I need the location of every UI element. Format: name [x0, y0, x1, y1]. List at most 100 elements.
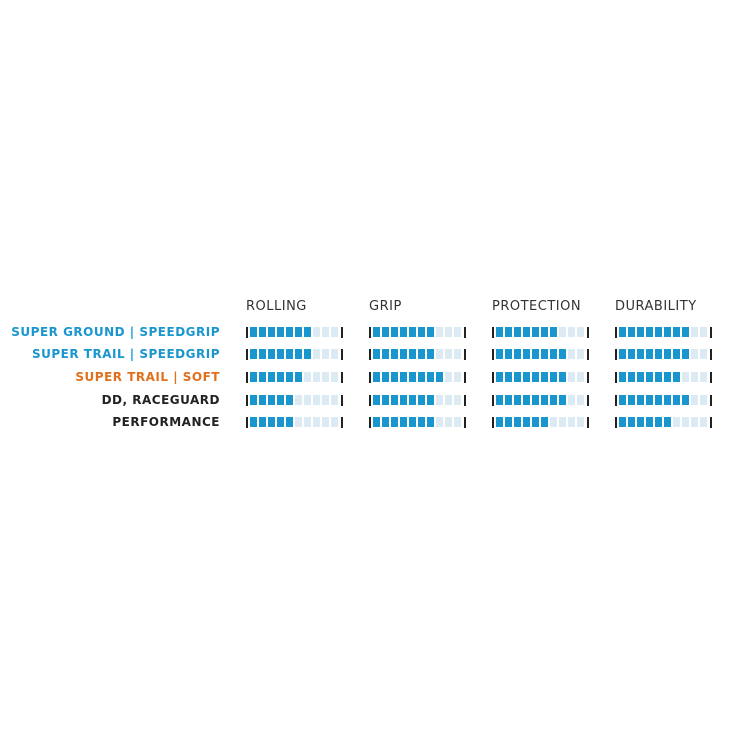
- rating-bar: [369, 394, 466, 406]
- filled-segment: [505, 349, 512, 359]
- empty-segment: [700, 349, 707, 359]
- filled-segment: [373, 349, 380, 359]
- rating-bar: [615, 348, 712, 360]
- bar-end-tick: [464, 416, 466, 428]
- empty-segment: [691, 349, 698, 359]
- empty-segment: [454, 349, 461, 359]
- filled-segment: [259, 395, 266, 405]
- filled-segment: [514, 349, 521, 359]
- filled-segment: [514, 372, 521, 382]
- filled-segment: [664, 327, 671, 337]
- bar-start-tick: [492, 394, 494, 406]
- rating-bar: [246, 394, 343, 406]
- filled-segment: [418, 417, 425, 427]
- bar-end-tick: [710, 348, 712, 360]
- filled-segment: [532, 372, 539, 382]
- filled-segment: [250, 372, 257, 382]
- filled-segment: [400, 327, 407, 337]
- bar-end-tick: [710, 326, 712, 338]
- filled-segment: [628, 417, 635, 427]
- empty-segment: [691, 327, 698, 337]
- empty-segment: [454, 395, 461, 405]
- bar-end-tick: [464, 326, 466, 338]
- filled-segment: [541, 349, 548, 359]
- filled-segment: [523, 349, 530, 359]
- filled-segment: [496, 327, 503, 337]
- filled-segment: [391, 349, 398, 359]
- empty-segment: [322, 417, 329, 427]
- filled-segment: [382, 417, 389, 427]
- bar-end-tick: [341, 326, 343, 338]
- filled-segment: [250, 395, 257, 405]
- filled-segment: [382, 395, 389, 405]
- filled-segment: [559, 372, 566, 382]
- bar-start-tick: [369, 416, 371, 428]
- empty-segment: [445, 327, 452, 337]
- bar-start-tick: [615, 394, 617, 406]
- bar-start-tick: [369, 348, 371, 360]
- empty-segment: [454, 372, 461, 382]
- empty-segment: [436, 327, 443, 337]
- filled-segment: [268, 417, 275, 427]
- empty-segment: [700, 327, 707, 337]
- column-header: GRIP: [369, 299, 402, 314]
- filled-segment: [409, 417, 416, 427]
- filled-segment: [505, 417, 512, 427]
- empty-segment: [331, 417, 338, 427]
- empty-segment: [568, 395, 575, 405]
- bar-end-tick: [464, 371, 466, 383]
- empty-segment: [577, 395, 584, 405]
- empty-segment: [313, 395, 320, 405]
- filled-segment: [532, 395, 539, 405]
- rating-bar: [615, 371, 712, 383]
- filled-segment: [427, 417, 434, 427]
- bar-start-tick: [369, 371, 371, 383]
- empty-segment: [313, 372, 320, 382]
- empty-segment: [568, 372, 575, 382]
- empty-segment: [559, 417, 566, 427]
- filled-segment: [418, 349, 425, 359]
- filled-segment: [550, 349, 557, 359]
- filled-segment: [532, 417, 539, 427]
- empty-segment: [331, 372, 338, 382]
- rating-bar: [246, 348, 343, 360]
- filled-segment: [259, 372, 266, 382]
- filled-segment: [646, 349, 653, 359]
- bar-end-tick: [587, 326, 589, 338]
- bar-start-tick: [615, 348, 617, 360]
- bar-end-tick: [710, 394, 712, 406]
- empty-segment: [454, 327, 461, 337]
- bar-end-tick: [464, 394, 466, 406]
- filled-segment: [268, 327, 275, 337]
- filled-segment: [637, 417, 644, 427]
- empty-segment: [295, 417, 302, 427]
- empty-segment: [577, 372, 584, 382]
- filled-segment: [295, 349, 302, 359]
- bar-start-tick: [246, 416, 248, 428]
- filled-segment: [673, 349, 680, 359]
- empty-segment: [322, 395, 329, 405]
- filled-segment: [496, 372, 503, 382]
- filled-segment: [532, 327, 539, 337]
- empty-segment: [295, 395, 302, 405]
- filled-segment: [250, 327, 257, 337]
- bar-end-tick: [341, 416, 343, 428]
- empty-segment: [577, 327, 584, 337]
- filled-segment: [259, 417, 266, 427]
- filled-segment: [541, 327, 548, 337]
- filled-segment: [400, 395, 407, 405]
- filled-segment: [628, 372, 635, 382]
- filled-segment: [550, 395, 557, 405]
- filled-segment: [655, 417, 662, 427]
- filled-segment: [514, 417, 521, 427]
- rating-bar: [246, 326, 343, 338]
- filled-segment: [295, 327, 302, 337]
- filled-segment: [541, 372, 548, 382]
- bar-end-tick: [587, 394, 589, 406]
- filled-segment: [541, 417, 548, 427]
- rating-bar: [369, 371, 466, 383]
- filled-segment: [559, 395, 566, 405]
- empty-segment: [445, 372, 452, 382]
- filled-segment: [259, 327, 266, 337]
- empty-segment: [445, 349, 452, 359]
